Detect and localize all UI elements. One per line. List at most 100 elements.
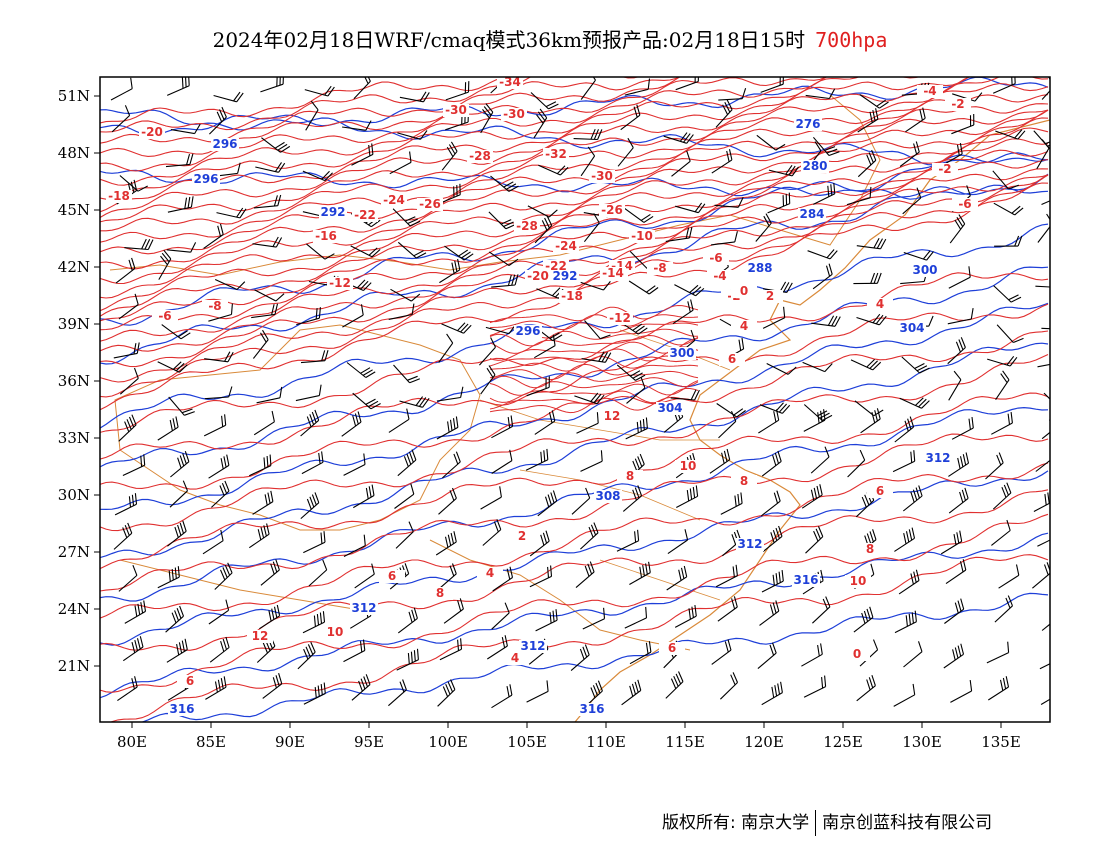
wind-barb [209, 636, 230, 663]
wind-barb [894, 416, 915, 443]
wind-barb-feather [928, 315, 934, 327]
wind-barb-feather [303, 648, 309, 660]
wind-barb-feather [550, 492, 555, 504]
wind-barb-feather [236, 207, 244, 218]
temperature-label: -34 [499, 75, 521, 89]
wind-barb-shaft [533, 117, 548, 139]
wind-barb-feather [872, 313, 881, 324]
temperature-isoline [489, 363, 699, 381]
wind-barb-feather [1007, 413, 1011, 425]
wind-barb-feather [324, 172, 333, 181]
temp-label-bg [707, 270, 733, 283]
wind-barb-feather [175, 416, 179, 428]
wind-barb [899, 141, 920, 167]
wind-barb-feather [634, 681, 639, 693]
wind-barb-shaft [676, 495, 698, 508]
wind-barb-shaft [952, 93, 976, 102]
wind-barb-feather [603, 607, 606, 619]
wind-barb-feather [687, 301, 691, 313]
wind-barb-feather [814, 141, 822, 152]
wind-barb-feather [551, 287, 561, 297]
temperature-label: -6 [709, 251, 722, 265]
footer-right: 南京创蓝科技有限公司 [822, 813, 993, 833]
wind-barb-feather [368, 144, 371, 156]
wind-barb [388, 303, 415, 320]
wind-barb-feather [675, 673, 682, 685]
wind-barb [443, 598, 464, 624]
wind-barb-feather [1002, 677, 1007, 689]
wind-barb [666, 565, 688, 591]
wind-barb-feather [646, 285, 656, 293]
wind-barb-feather [504, 66, 508, 76]
wind-barb-shaft [993, 202, 1015, 216]
temperature-label: 8 [436, 586, 444, 600]
wind-barb-feather [579, 648, 585, 660]
wind-barb-feather [692, 286, 702, 295]
wind-barb-shaft [1039, 663, 1050, 670]
temp-label-bg [659, 642, 685, 655]
wind-barb [892, 450, 916, 473]
wind-barb-shaft [252, 339, 269, 359]
wind-barb-feather [233, 91, 241, 102]
wind-barb [354, 563, 375, 589]
wind-barb-feather [772, 602, 777, 614]
wind-barb-shaft [436, 396, 461, 402]
wind-barb [803, 409, 826, 432]
wind-barb-feather [637, 327, 648, 335]
wind-barb [674, 284, 705, 297]
wind-barb-feather [732, 672, 739, 683]
wind-barb-feather [506, 183, 517, 190]
wind-barb-shaft [437, 573, 457, 591]
y-tick-label: 45N [58, 201, 90, 219]
wind-barb-feather [775, 409, 780, 421]
wind-barb [393, 364, 421, 384]
wind-barb [584, 320, 611, 340]
wind-barb-feather [738, 339, 742, 351]
wind-barb-feather [544, 496, 550, 508]
wind-barb [297, 641, 316, 670]
wind-barb [526, 680, 549, 703]
wind-barb-feather [1058, 413, 1061, 423]
wind-barb-shaft [308, 569, 328, 587]
temperature-isoline [100, 77, 640, 133]
wind-barb-shaft [583, 222, 600, 243]
theta-label: 280 [802, 159, 827, 173]
wind-barb-shaft [629, 651, 652, 665]
wind-barb-feather [1065, 319, 1069, 329]
temperature-label: -6 [958, 197, 971, 211]
wind-barb [1032, 562, 1050, 589]
wind-barb-feather [131, 257, 136, 269]
wind-barb-shaft [439, 648, 462, 661]
wind-barb-feather [861, 496, 867, 508]
temp-label-bg [525, 270, 551, 283]
wind-barb-shaft [622, 495, 642, 512]
wind-barb-feather [318, 452, 321, 464]
wind-barb [399, 91, 430, 103]
wind-barb-feather [694, 202, 703, 213]
wind-barb-shaft [343, 464, 366, 476]
wind-barb-shaft [672, 309, 694, 325]
wind-barb-shaft [716, 403, 738, 418]
temperature-label: 12 [252, 629, 269, 643]
temperature-label: 10 [327, 625, 344, 639]
wind-barb-feather [419, 91, 427, 102]
wind-barb-feather [869, 606, 874, 618]
wind-barb-shaft [666, 576, 688, 591]
wind-barb [166, 242, 197, 253]
wind-barb-feather [592, 77, 596, 81]
wind-barb-shaft [625, 428, 648, 440]
wind-barb [170, 123, 201, 135]
temp-label-bg [553, 240, 579, 253]
wind-barb-feather [499, 486, 502, 498]
theta-label-bg [898, 322, 926, 335]
wind-barb-feather [637, 529, 640, 541]
wind-barb-feather [876, 238, 883, 249]
wind-barb-feather [371, 143, 374, 155]
wind-barb-feather [637, 679, 642, 691]
theta-label-bg [519, 640, 547, 653]
wind-barb-feather [1051, 491, 1052, 502]
wind-barb [119, 367, 139, 395]
wind-barb-feather [184, 197, 188, 209]
temperature-isoline [100, 77, 972, 218]
wind-barb-feather [482, 109, 490, 119]
